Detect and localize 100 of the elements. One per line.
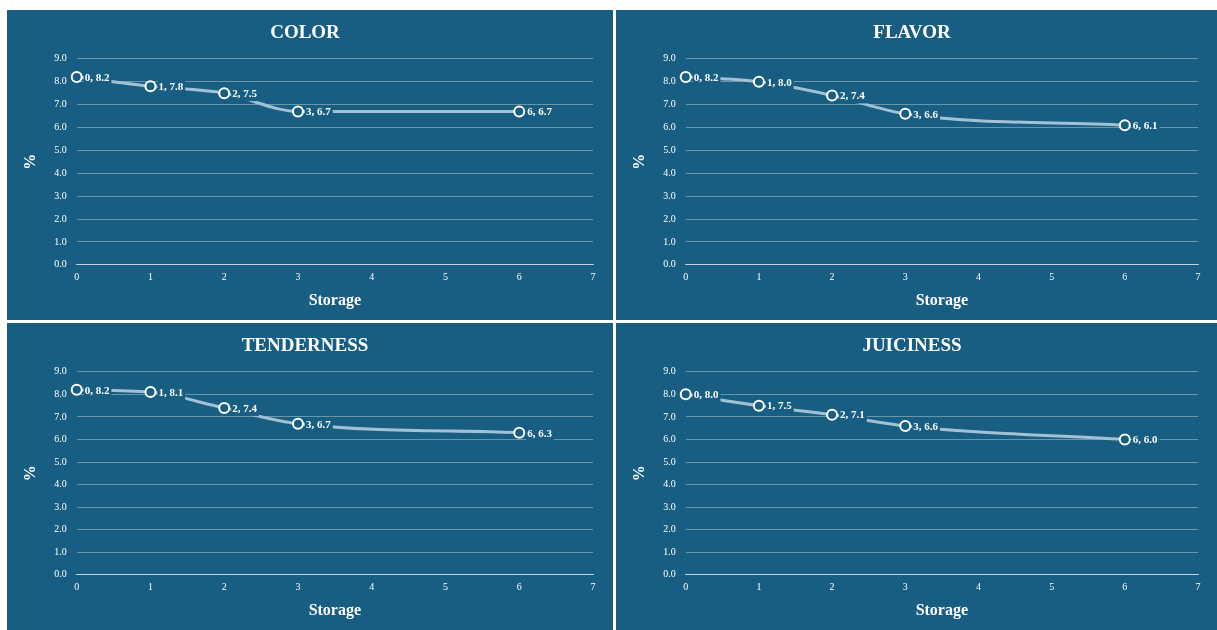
y-tick-label: 2.0 — [54, 523, 67, 535]
data-label: 2, 7.4 — [232, 401, 258, 414]
y-tick-label: 8.0 — [54, 387, 67, 399]
x-tick-label: 4 — [975, 581, 981, 593]
y-tick-label: 4.0 — [54, 166, 67, 178]
x-tick-label: 6 — [1122, 271, 1128, 283]
x-tick-label: 6 — [516, 581, 522, 593]
data-label: 2, 7.5 — [232, 86, 258, 99]
x-tick-label: 0 — [74, 581, 80, 593]
y-tick-label: 7.0 — [663, 410, 676, 422]
data-label: 3, 6.6 — [913, 107, 939, 120]
y-tick-label: 2.0 — [663, 212, 676, 224]
data-label: 6, 6.7 — [527, 105, 553, 118]
y-tick-label: 4.0 — [663, 478, 676, 490]
y-tick-label: 6.0 — [663, 433, 676, 445]
data-label: 0, 8.2 — [84, 70, 110, 83]
x-tick-label: 0 — [683, 271, 689, 283]
y-tick-label: 2.0 — [54, 212, 67, 224]
x-tick-label: 0 — [74, 271, 80, 283]
x-axis-title: Storage — [915, 600, 969, 619]
data-label: 6, 6.0 — [1132, 433, 1159, 446]
x-tick-label: 1 — [756, 581, 762, 593]
chart-title: FLAVOR — [873, 21, 951, 43]
y-tick-label: 0.0 — [54, 568, 67, 580]
data-label: 6, 6.1 — [1132, 119, 1158, 132]
y-tick-label: 3.0 — [663, 500, 676, 512]
y-tick-label: 6.0 — [54, 121, 67, 133]
x-tick-label: 4 — [975, 271, 981, 283]
data-label: 3, 6.7 — [305, 417, 332, 430]
y-tick-label: 8.0 — [54, 75, 67, 87]
data-label: 1, 7.8 — [158, 80, 184, 93]
x-tick-label: 4 — [369, 271, 375, 283]
data-label: 3, 6.6 — [913, 419, 939, 432]
y-tick-label: 3.0 — [663, 189, 676, 201]
y-tick-label: 6.0 — [54, 433, 67, 445]
x-tick-label: 6 — [516, 271, 522, 283]
x-tick-label: 5 — [442, 581, 448, 593]
chart-title: TENDERNESS — [241, 334, 369, 356]
x-tick-label: 1 — [756, 271, 762, 283]
y-tick-label: 5.0 — [663, 143, 676, 155]
y-tick-label: 0.0 — [663, 258, 676, 270]
y-tick-label: 0.0 — [54, 258, 67, 270]
y-tick-label: 1.0 — [54, 545, 67, 557]
data-label: 3, 6.7 — [305, 105, 332, 118]
y-axis-title: % — [629, 153, 647, 170]
x-tick-label: 1 — [147, 271, 153, 283]
x-tick-label: 7 — [590, 271, 596, 283]
x-tick-label: 7 — [1195, 581, 1201, 593]
x-tick-label: 2 — [829, 581, 835, 593]
x-tick-label: 3 — [295, 581, 301, 593]
x-tick-label: 7 — [1195, 271, 1201, 283]
x-tick-label: 5 — [442, 271, 448, 283]
chart-title: JUICINESS — [862, 334, 962, 356]
y-tick-label: 3.0 — [54, 189, 67, 201]
x-tick-label: 6 — [1122, 581, 1128, 593]
y-tick-label: 7.0 — [54, 98, 67, 110]
x-tick-label: 5 — [1049, 271, 1055, 283]
x-tick-label: 5 — [1049, 581, 1055, 593]
y-tick-label: 5.0 — [54, 143, 67, 155]
x-tick-label: 2 — [829, 271, 835, 283]
y-tick-label: 1.0 — [663, 235, 676, 247]
x-axis-title: Storage — [308, 600, 362, 619]
data-label: 0, 8.0 — [693, 388, 719, 401]
y-tick-label: 1.0 — [663, 545, 676, 557]
x-tick-label: 2 — [221, 581, 227, 593]
chart-title: COLOR — [270, 21, 341, 43]
data-label: 0, 8.2 — [693, 70, 719, 83]
data-label: 1, 8.0 — [766, 75, 793, 88]
y-tick-label: 7.0 — [54, 410, 67, 422]
y-tick-label: 9.0 — [663, 365, 676, 377]
y-tick-label: 1.0 — [54, 235, 67, 247]
y-tick-label: 5.0 — [54, 455, 67, 467]
y-tick-label: 9.0 — [663, 52, 676, 64]
y-axis-title: % — [20, 465, 38, 482]
y-tick-label: 4.0 — [54, 478, 67, 490]
y-tick-label: 9.0 — [54, 52, 67, 64]
data-label: 2, 7.4 — [840, 89, 866, 102]
data-label: 1, 7.5 — [766, 399, 793, 412]
x-tick-label: 4 — [369, 581, 375, 593]
y-tick-label: 4.0 — [663, 166, 676, 178]
y-tick-label: 9.0 — [54, 365, 67, 377]
x-tick-label: 1 — [147, 581, 153, 593]
y-tick-label: 3.0 — [54, 500, 67, 512]
y-tick-label: 8.0 — [663, 387, 676, 399]
x-tick-label: 7 — [590, 581, 596, 593]
x-tick-label: 3 — [902, 271, 908, 283]
y-tick-label: 8.0 — [663, 75, 676, 87]
data-label: 1, 8.1 — [158, 385, 184, 398]
x-axis-title: Storage — [308, 290, 362, 309]
data-label: 6, 6.3 — [527, 426, 553, 439]
data-label: 2, 7.1 — [840, 408, 865, 421]
x-axis-title: Storage — [915, 290, 969, 309]
y-tick-label: 7.0 — [663, 98, 676, 110]
x-tick-label: 3 — [902, 581, 908, 593]
y-tick-label: 2.0 — [663, 523, 676, 535]
x-tick-label: 2 — [221, 271, 227, 283]
y-axis-title: % — [20, 153, 38, 170]
x-tick-label: 0 — [683, 581, 689, 593]
y-tick-label: 6.0 — [663, 121, 676, 133]
y-tick-label: 0.0 — [663, 568, 676, 580]
